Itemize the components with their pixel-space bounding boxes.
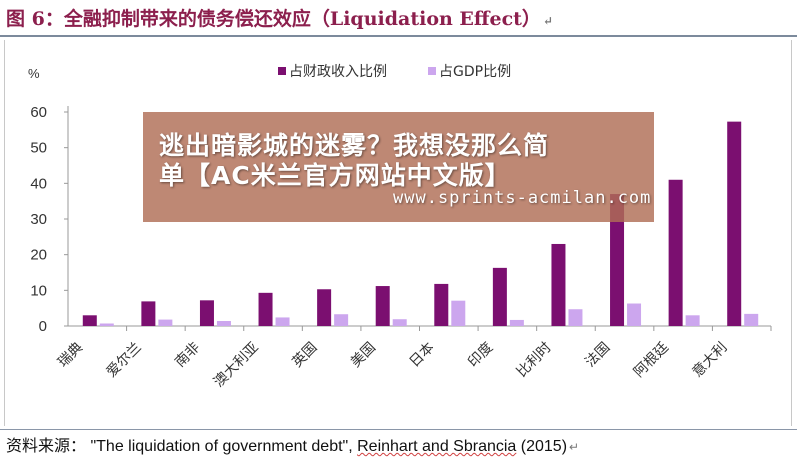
bar-revenue: [317, 289, 332, 326]
bar-gdp: [451, 300, 466, 326]
bar-gdp: [744, 313, 759, 326]
source-authors: Reinhart and Sbrancia: [357, 438, 517, 455]
bar-gdp: [99, 323, 114, 326]
x-tick-label: 爱尔兰: [104, 340, 145, 381]
bar-revenue: [199, 300, 214, 326]
left-border: [4, 40, 5, 426]
bar-revenue: [375, 286, 390, 326]
chart-bars: [82, 121, 759, 326]
x-tick-label: 澳大利亚: [211, 340, 262, 391]
x-tick-label: 印度: [465, 340, 496, 371]
watermark-line-1: 逃出暗影城的迷雾？我想没那么简: [159, 131, 550, 160]
bar-gdp: [158, 319, 173, 326]
x-tick-label: 法国: [582, 340, 613, 371]
y-tick-label: 10: [30, 282, 47, 299]
legend-label: 占财政收入比例: [289, 64, 387, 80]
return-mark: ↵: [542, 14, 553, 28]
legend-swatch: [278, 67, 286, 75]
legend-swatch: [428, 67, 436, 75]
bar-gdp: [568, 309, 583, 326]
legend: 占财政收入比例 占GDP比例: [278, 64, 511, 80]
bar-revenue: [82, 315, 97, 326]
x-tick-label: 英国: [289, 339, 321, 371]
x-tick-label: 瑞典: [55, 340, 86, 371]
x-tick-label: 意大利: [689, 339, 731, 381]
y-tick-label: 0: [39, 318, 47, 335]
y-tick-label: 40: [30, 175, 47, 192]
source-citation: "The liquidation of government debt", Re…: [90, 438, 568, 455]
source-note: 资料来源： "The liquidation of government deb…: [6, 432, 579, 456]
bar-revenue: [434, 283, 449, 326]
return-mark: ↵: [569, 440, 580, 454]
title-rule: [0, 35, 797, 37]
footer-rule: [0, 429, 797, 430]
x-tick-label: 美国: [348, 340, 379, 371]
bar-revenue: [610, 194, 625, 326]
bar-revenue: [492, 267, 507, 326]
bar-gdp: [216, 321, 231, 326]
bar-gdp: [685, 315, 700, 326]
figure-title: 图 6：全融抑制带来的债务偿还效应（Liquidation Effect） ↵: [6, 4, 553, 31]
figure-title-text: 图 6：全融抑制带来的债务偿还效应（Liquidation Effect）: [6, 8, 541, 30]
x-tick-label: 比利时: [514, 340, 555, 381]
watermark-line-2: 单【AC米兰官方网站中文版】: [159, 161, 511, 190]
bar-revenue: [668, 179, 683, 326]
y-tick-label: 50: [30, 140, 47, 157]
x-tick-labels: 瑞典 爱尔兰 南非 澳大利亚 英国 美国 日本 印度 比利时 法国 阿根廷 意大利: [55, 326, 772, 391]
y-tick-label: 60: [30, 104, 47, 121]
bar-revenue: [727, 121, 742, 326]
y-tick-label: 20: [30, 247, 47, 264]
x-tick-label: 日本: [407, 340, 438, 371]
bar-gdp: [392, 319, 407, 326]
watermark-url: www.sprints-acmilan.com: [393, 188, 652, 208]
x-tick-label: 阿根廷: [631, 340, 672, 381]
bar-gdp: [509, 319, 524, 326]
bar-gdp: [627, 303, 642, 326]
bar-gdp: [334, 314, 349, 326]
watermark-overlay: 逃出暗影城的迷雾？我想没那么简 单【AC米兰官方网站中文版】 www.sprin…: [143, 112, 654, 222]
bar-revenue: [141, 301, 156, 326]
bar-revenue: [551, 243, 566, 326]
x-tick-label: 南非: [172, 340, 203, 371]
legend-label: 占GDP比例: [439, 64, 511, 80]
y-tick-label: 30: [30, 211, 47, 228]
source-label: 资料来源：: [6, 436, 87, 455]
right-border: [791, 40, 792, 426]
y-axis-unit-label: %: [28, 66, 40, 81]
bar-gdp: [275, 317, 290, 326]
bar-revenue: [258, 292, 273, 326]
